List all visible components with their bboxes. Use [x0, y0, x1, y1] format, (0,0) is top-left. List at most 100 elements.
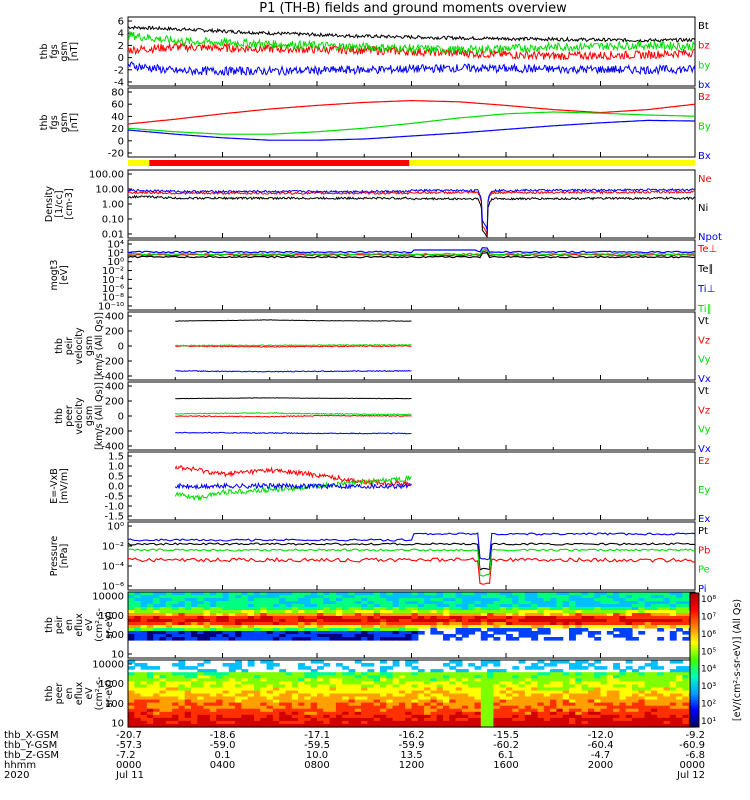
legend-fgs: bz: [698, 41, 710, 52]
series-Te∥: [127, 252, 696, 259]
legend-efield: Ey: [698, 485, 710, 496]
series-peirvel-Vy: [175, 343, 412, 347]
ytick-fgs: 2: [118, 41, 124, 52]
xaxis-value: -17.1: [304, 730, 330, 741]
legend-peervel: Vz: [698, 405, 710, 416]
legend-pressure: Pb: [698, 545, 710, 556]
xaxis-value: -60.9: [679, 740, 705, 751]
ytick-fgs2: 60: [111, 100, 124, 111]
series-efield-Ez: [174, 465, 412, 488]
ylabel-peerspec: sr-eV): [104, 680, 115, 708]
xaxis-value: 0400: [210, 760, 235, 771]
ytick-fgs2: 80: [111, 88, 124, 99]
xaxis-value: -18.6: [210, 730, 236, 741]
ytick-density: 0.10: [102, 215, 124, 226]
ytick-pressure: 10⁻⁴: [102, 562, 124, 573]
xaxis-value: 0000: [680, 760, 705, 771]
colorbar-tick: 10⁸: [701, 595, 716, 605]
series-fgs-by: [127, 31, 696, 56]
ylabel-temp: mogt3: [49, 260, 60, 291]
ylabel-peerspec: eflux: [74, 681, 85, 705]
ytick-fgs2: 40: [111, 112, 124, 123]
xaxis-date: Jul 12: [676, 770, 705, 781]
legend-peirvel: Vy: [698, 355, 711, 366]
legend-pressure: Pe: [698, 565, 710, 576]
xaxis-row-label: thb_X-GSM: [4, 730, 59, 741]
series-fgs2-Bx: [127, 119, 695, 141]
xaxis-value: -60.2: [493, 740, 519, 751]
ytick-temp: 10⁴: [107, 240, 124, 251]
ylabel-peirspec: eflux: [74, 613, 85, 637]
ylabel-peirspec: thb: [44, 617, 55, 633]
ytick-peirvel: -200: [101, 357, 124, 368]
ylabel-fgs: thb: [39, 44, 50, 60]
ylabel-peervel: velocity: [74, 397, 85, 435]
series-Pe: [128, 548, 696, 577]
series-peirvel-Vx: [175, 369, 412, 373]
ylabel-fgs2: gsm: [59, 112, 70, 132]
legend-peirvel: Vt: [698, 316, 709, 327]
xaxis-row-label: hhmm: [4, 760, 36, 771]
series-peervel-Vy: [174, 412, 412, 416]
legend-fgs2: By: [698, 122, 711, 133]
legend-fgs: bx: [698, 80, 710, 91]
xaxis-value: -4.7: [591, 750, 611, 761]
ylabel-peerspec: (cm²-s-: [94, 677, 105, 711]
ylabel-temp: [eV]: [59, 265, 70, 285]
ytick-peervel: -200: [101, 427, 124, 438]
ylabel-fgs: [nT]: [69, 42, 80, 61]
colorbar-tick: 10²: [701, 700, 716, 710]
ytick-pressure: 10⁻⁶: [102, 582, 124, 593]
colorbar-label: [eV/(cm²-s-sr-eV)] (All Qs): [732, 599, 743, 721]
series-Ti∥: [127, 248, 696, 256]
legend-temp: Ti∥: [697, 304, 712, 315]
series-density-Ne: [127, 190, 696, 236]
ytick-efield: -0.5: [104, 492, 124, 503]
ytick-fgs2: -20: [108, 149, 124, 160]
ylabel-fgs2: [nT]: [69, 113, 80, 132]
xaxis-value: -12.0: [588, 730, 614, 741]
ytick-peerspec: 1000: [99, 679, 124, 690]
heatmap-peirspec: [128, 592, 696, 641]
ytick-peervel: 0: [118, 412, 124, 423]
colorbar-tick: 10³: [701, 682, 716, 692]
xaxis-value: 2000: [588, 760, 613, 771]
legend-fgs2: Bz: [698, 92, 710, 103]
ylabel-fgs: fgs: [49, 44, 60, 58]
ytick-density: 0.01: [102, 230, 124, 241]
series-efield-Ey: [174, 474, 412, 502]
ytick-peervel: 400: [105, 382, 124, 393]
ytick-fgs2: 20: [111, 124, 124, 135]
xaxis-value: -59.0: [210, 740, 236, 751]
xaxis-value: -20.7: [116, 730, 142, 741]
xaxis-value: -9.2: [685, 730, 705, 741]
series-peervel-Vt: [175, 397, 412, 400]
ytick-density: 10.00: [95, 185, 124, 196]
series-Ti⊥: [127, 247, 696, 254]
status-bar-red: [149, 160, 410, 166]
ylabel-peirvel: thb: [54, 338, 65, 354]
xaxis-value: 0800: [304, 760, 329, 771]
ylabel-efield: E=-VxB: [49, 468, 60, 503]
colorbar: [689, 592, 700, 728]
panel-frame-temp: [127, 239, 696, 311]
xaxis-value: -60.4: [588, 740, 614, 751]
ylabel-peerspec: peer: [54, 683, 65, 705]
legend-fgs2: Bx: [698, 151, 711, 162]
xaxis-value: 0000: [116, 760, 141, 771]
ylabel-peirspec: en: [64, 619, 75, 631]
ylabel-pressure: Pressure: [49, 536, 60, 577]
ytick-peirspec: 1000: [99, 611, 124, 622]
xaxis-value: 6.1: [498, 750, 514, 761]
xaxis-value: 1200: [399, 760, 424, 771]
ytick-peervel: 200: [105, 397, 124, 408]
legend-temp: Te⊥: [697, 244, 717, 255]
ytick-peirvel: 200: [105, 327, 124, 338]
ytick-fgs: 4: [118, 29, 124, 40]
ytick-pressure: 10⁰: [107, 522, 124, 533]
xaxis-value: -15.5: [493, 730, 519, 741]
panel-frame-pressure: [127, 521, 696, 591]
legend-pressure: Pi: [698, 584, 707, 595]
ylabel-peirspec: (cm²-s-: [94, 608, 105, 642]
ytick-fgs: 0: [118, 53, 124, 64]
